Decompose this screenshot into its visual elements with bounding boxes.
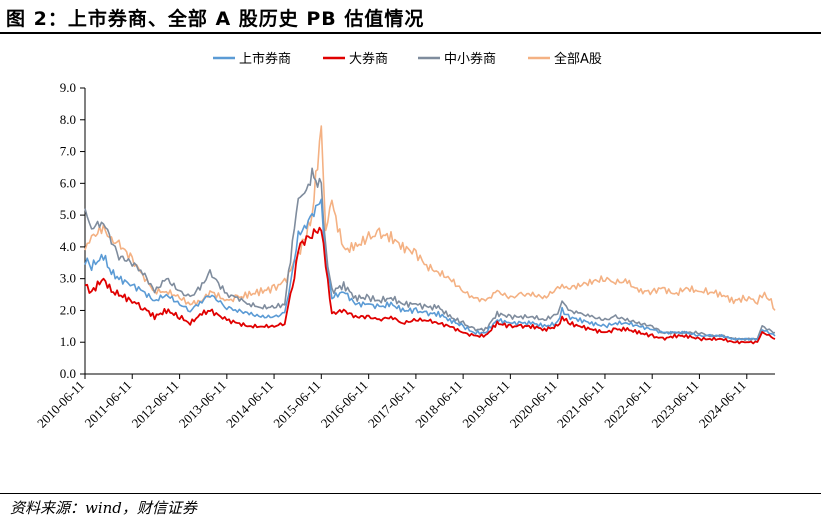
legend-label: 上市券商 — [239, 51, 291, 67]
x-tick-label: 2016-06-11 — [318, 378, 371, 431]
series-lines — [84, 125, 776, 345]
series-line-上市券商 — [84, 198, 776, 341]
x-tick-label: 2024-06-11 — [696, 378, 749, 431]
legend-label: 大券商 — [349, 51, 388, 67]
x-tick-label: 2017-06-11 — [365, 378, 418, 431]
x-tick-label: 2015-06-11 — [270, 378, 323, 431]
axes: 0.0 1.0 2.0 3.0 4.0 5.0 6.0 7.0 8.0 9.0 2010-06-11… — [34, 80, 775, 431]
x-tick-label: 2010-06-11 — [34, 378, 87, 431]
x-tick-label: 2013-06-11 — [176, 378, 229, 431]
legend: 上市券商 大券商 中小券商 全部A股 — [213, 51, 602, 67]
y-tick-label: 5.0 — [60, 207, 76, 222]
legend-label: 中小券商 — [444, 51, 496, 67]
series-line-全部A股 — [84, 125, 776, 311]
x-tick-label: 2019-06-11 — [459, 378, 512, 431]
x-tick-label: 2021-06-11 — [554, 378, 607, 431]
x-tick-label: 2022-06-11 — [601, 378, 654, 431]
x-tick-label: 2023-06-11 — [648, 378, 701, 431]
series-line-中小券商 — [84, 167, 775, 342]
y-tick-label: 2.0 — [60, 302, 76, 317]
x-tick-label: 2018-06-11 — [412, 378, 465, 431]
y-tick-label: 0.0 — [60, 366, 76, 381]
x-tick-label: 2014-06-11 — [223, 378, 276, 431]
x-tick-label: 2011-06-11 — [82, 378, 135, 431]
x-tick-label: 2012-06-11 — [129, 378, 182, 431]
pb-line-chart: 上市券商 大券商 中小券商 全部A股 0.0 1.0 2.0 3.0 4.0 5.0 6.0 7.0… — [34, 51, 776, 431]
y-tick-label: 6.0 — [60, 175, 76, 190]
y-tick-label: 7.0 — [60, 144, 76, 159]
figure-title: 图 2：上市券商、全部 A 股历史 PB 估值情况 — [6, 8, 425, 30]
y-tick-label: 9.0 — [60, 80, 76, 95]
series-line-大券商 — [84, 226, 776, 345]
x-tick-label: 2020-06-11 — [507, 378, 560, 431]
bottom-rule — [0, 493, 821, 494]
y-tick-label: 4.0 — [60, 239, 76, 254]
y-tick-label: 1.0 — [60, 334, 76, 349]
legend-label: 全部A股 — [554, 51, 602, 67]
y-tick-label: 3.0 — [60, 271, 76, 286]
y-tick-label: 8.0 — [60, 112, 76, 127]
top-rule — [0, 32, 821, 34]
source-note: 资料来源：wind，财信证券 — [10, 499, 197, 517]
